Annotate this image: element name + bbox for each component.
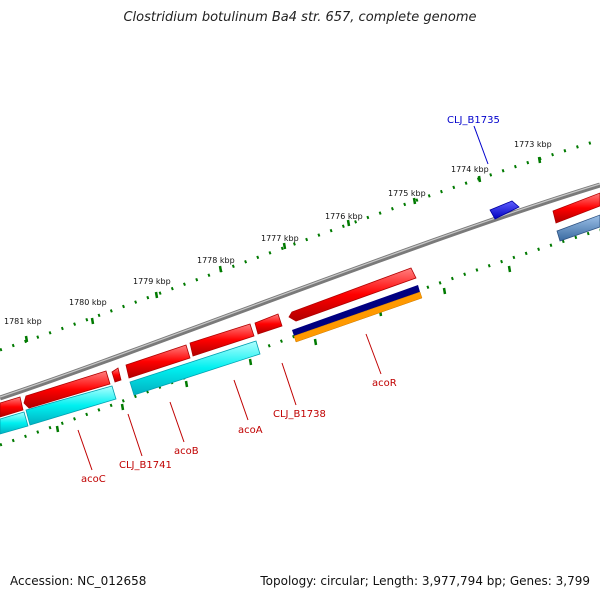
gene-acob[interactable] (125, 344, 191, 379)
kbp-label-1773: 1773 kbp (514, 140, 552, 149)
bar-navy-acor[interactable] (292, 285, 420, 336)
kbp-label-1780: 1780 kbp (69, 298, 107, 307)
kbp-label-1781: 1781 kbp (4, 317, 42, 326)
gene-acoa[interactable] (189, 323, 255, 357)
gene-acoc[interactable] (23, 370, 111, 409)
kbp-label-1776: 1776 kbp (325, 212, 363, 221)
label-acob[interactable]: acoB (174, 446, 199, 457)
gene-clj-b1738[interactable] (254, 313, 283, 335)
gene-top-right[interactable] (552, 192, 600, 224)
leader-clj-b1735 (473, 125, 489, 165)
bar-cyan-left[interactable] (0, 411, 29, 435)
bar-cyan-acoa-acob[interactable] (129, 340, 261, 396)
kbp-label-1778: 1778 kbp (197, 256, 235, 265)
kbp-label-1777: 1777 kbp (261, 234, 299, 243)
gene-acor[interactable] (288, 267, 417, 322)
bar-steel-right[interactable] (556, 214, 600, 242)
genome-backbone (0, 182, 600, 401)
bar-cyan-acoc[interactable] (25, 385, 117, 426)
gene-clj-b1735[interactable] (489, 200, 520, 220)
map-title: Clostridium botulinum Ba4 str. 657, comp… (123, 10, 477, 25)
kbp-label-1774: 1774 kbp (451, 165, 489, 174)
topology-summary: Topology: circular; Length: 3,977,794 bp… (260, 574, 590, 588)
ruler-lower-minor-ticks (0, 228, 600, 447)
kbp-label-1775: 1775 kbp (388, 189, 426, 198)
bar-orange-acor[interactable] (293, 291, 423, 343)
label-clj-b1738[interactable]: CLJ_B1738 (273, 409, 326, 420)
label-acor[interactable]: acoR (372, 378, 397, 389)
gene-left-edge[interactable] (0, 396, 24, 418)
label-clj-b1735[interactable]: CLJ_B1735 (447, 115, 500, 126)
gene-clj-b1741[interactable] (111, 367, 122, 383)
accession-text: Accession: NC_012658 (10, 574, 147, 588)
label-acoc[interactable]: acoC (81, 474, 106, 485)
kbp-label-1779: 1779 kbp (133, 277, 171, 286)
label-clj-b1741[interactable]: CLJ_B1741 (119, 460, 172, 471)
ruler-lower-major-ticks (55, 265, 512, 433)
label-acoa[interactable]: acoA (238, 425, 263, 436)
ruler-upper-major-ticks (24, 156, 542, 343)
gene-label-leaders (77, 333, 382, 471)
